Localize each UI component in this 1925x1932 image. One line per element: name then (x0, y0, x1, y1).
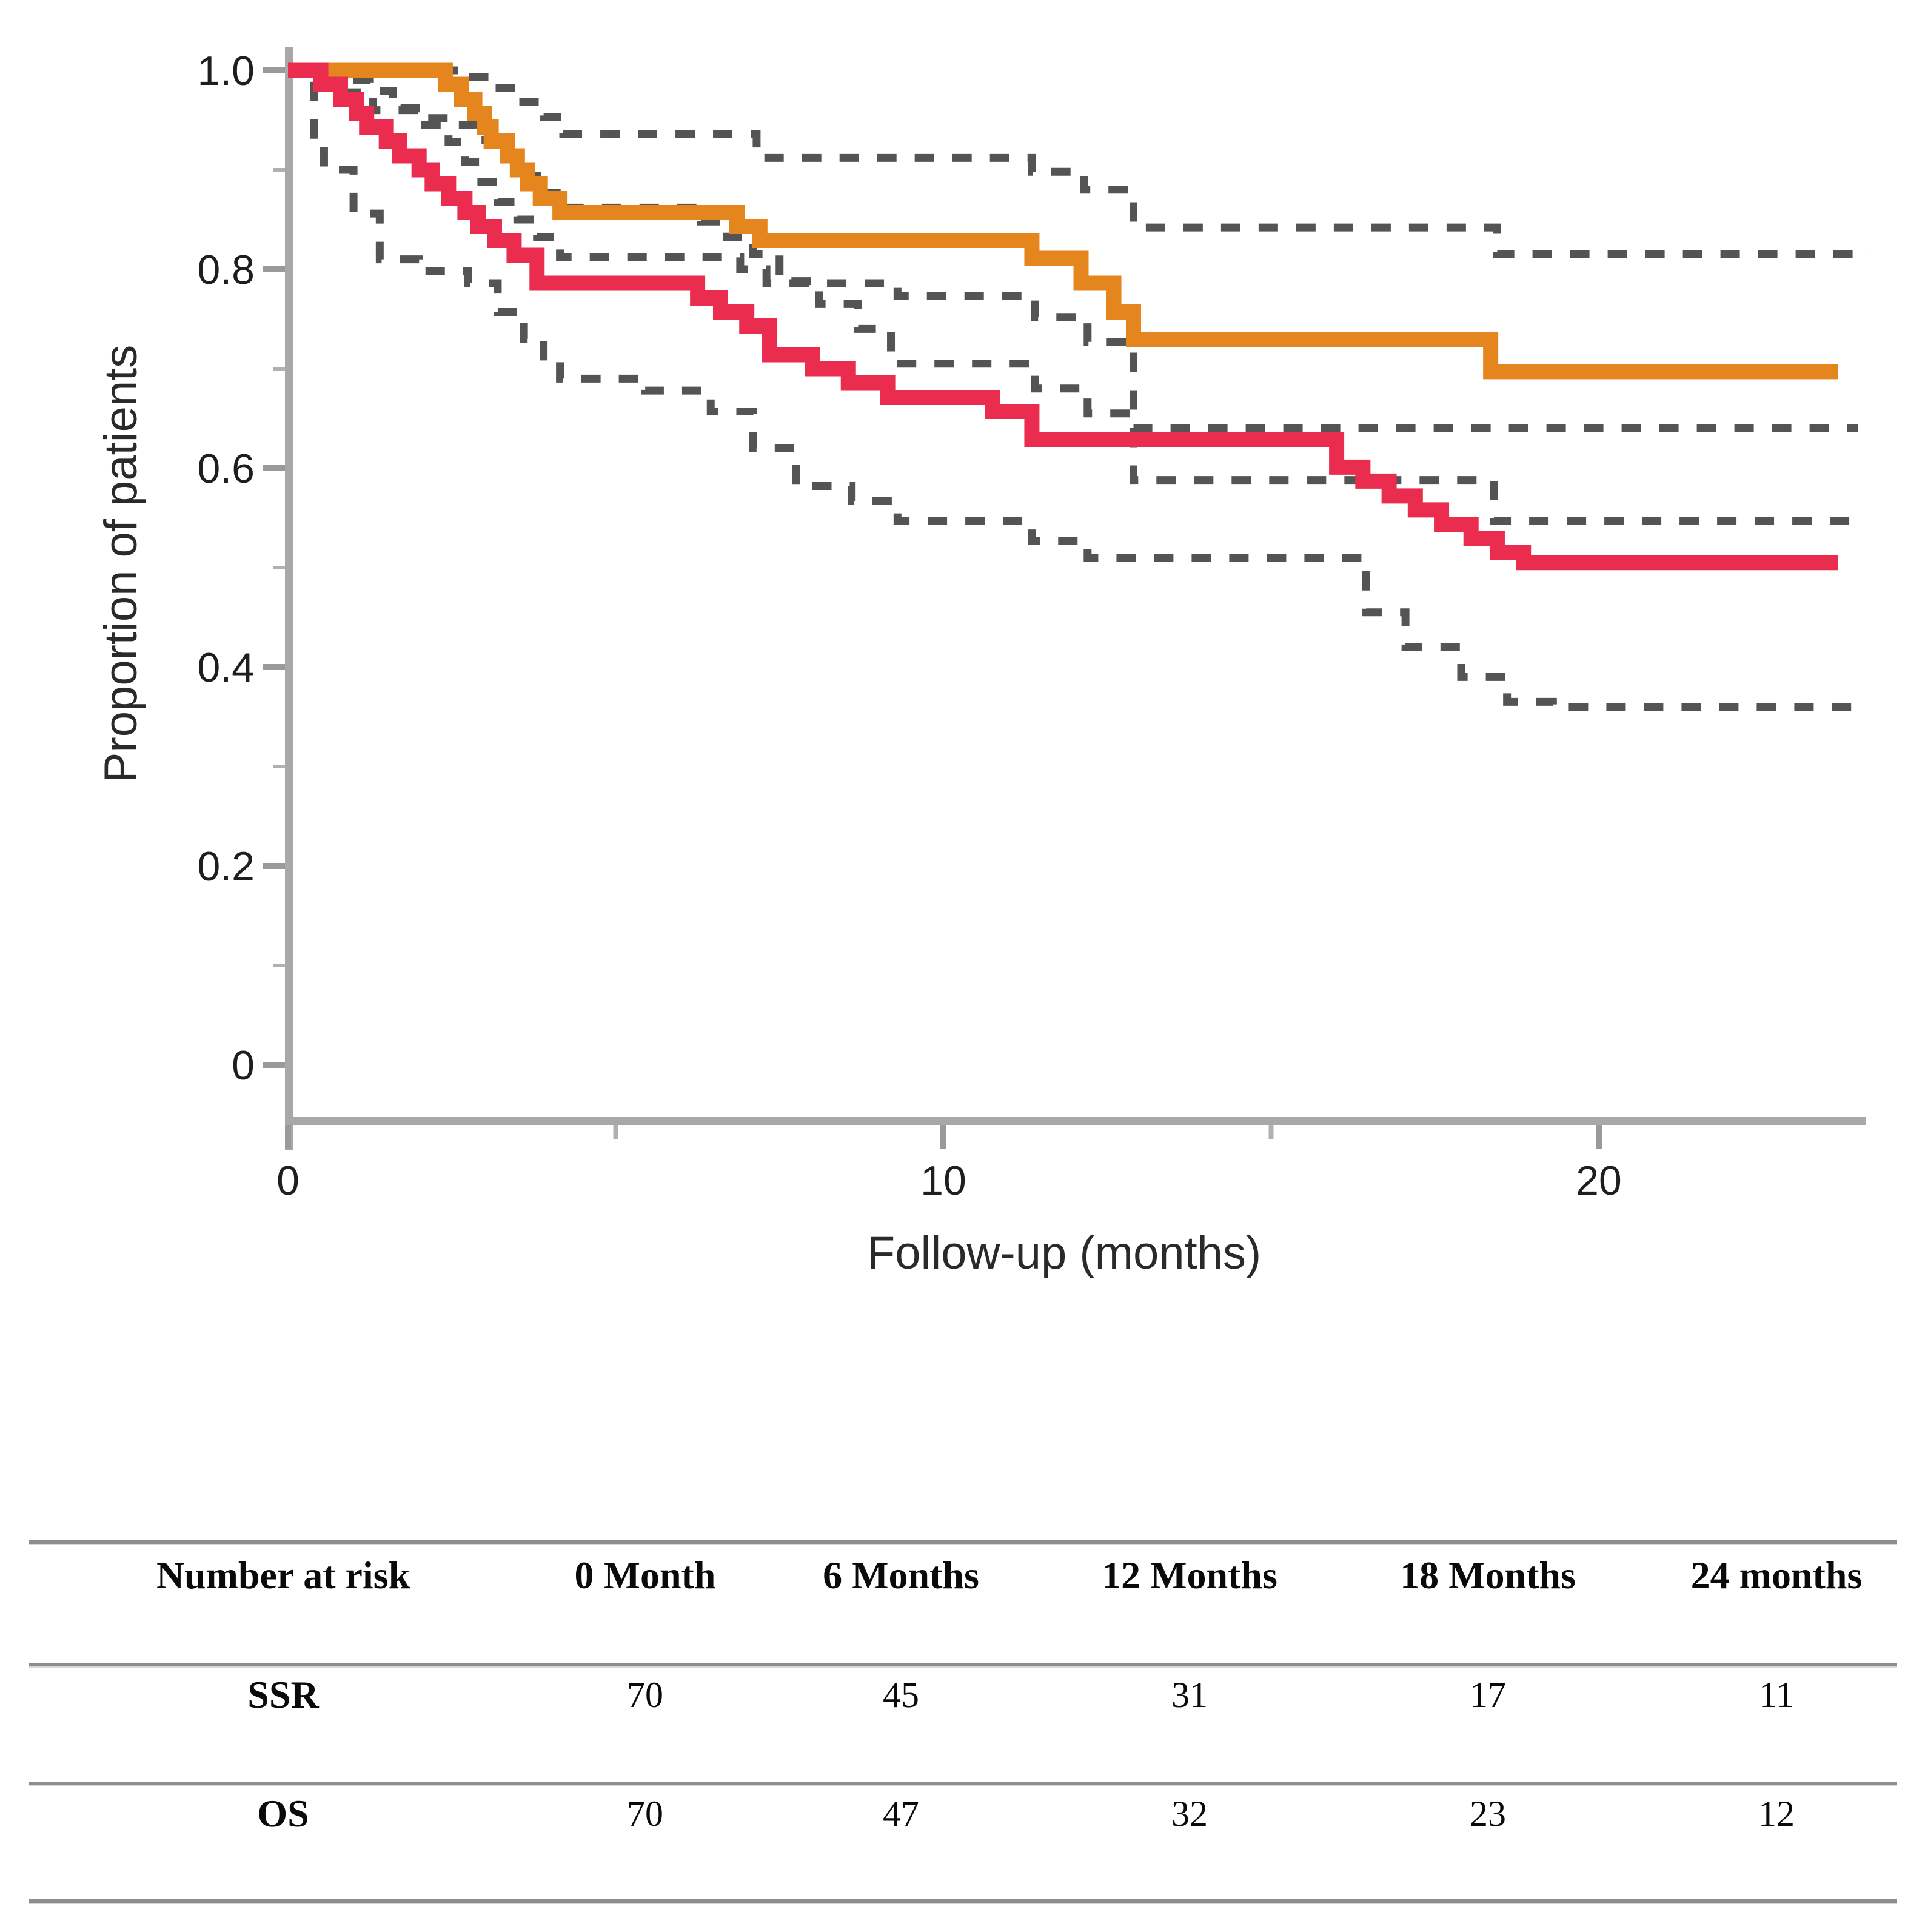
table-rule-after-ssr (29, 1782, 1897, 1786)
survival-curves (288, 62, 1871, 711)
x-tick-label: 20 (1576, 1158, 1622, 1204)
ssr-curve (288, 62, 1838, 571)
os-at-risk-6m: 47 (883, 1794, 919, 1834)
x-axis-title: Follow-up (months) (867, 1227, 1261, 1279)
ssr-lower-ci-line (288, 66, 1852, 711)
x-major-tick (940, 1125, 946, 1149)
header-24-months: 24 months (1690, 1554, 1863, 1597)
y-tick-label: 0.8 (197, 247, 255, 293)
os-at-risk-18m: 23 (1470, 1794, 1506, 1834)
y-tick-label: 0.6 (197, 446, 255, 492)
header-12-months: 12 Months (1102, 1554, 1277, 1597)
row-label-ssr: SSR (247, 1673, 319, 1716)
ssr-upper-ci-line (288, 66, 1858, 432)
header-number-at-risk: Number at risk (156, 1554, 410, 1597)
y-tick-label: 0 (232, 1042, 255, 1088)
y-major-tick (263, 266, 285, 272)
y-tick-label: 0.2 (197, 844, 255, 890)
axes (263, 47, 1866, 1150)
y-axis-title: Proportion of patients (95, 345, 147, 783)
x-major-tick (285, 1125, 291, 1149)
y-tick-label: 0.4 (197, 645, 255, 691)
ssr-at-risk-6m: 45 (883, 1675, 919, 1715)
y-minor-tick (273, 168, 285, 172)
y-minor-tick (273, 566, 285, 569)
y-tick-label: 1.0 (197, 48, 255, 94)
x-major-tick (1596, 1125, 1602, 1149)
km-chart: Proportion of patients Follow-up (months… (95, 47, 1871, 1279)
y-major-tick (263, 67, 285, 73)
y-minor-tick (273, 367, 285, 371)
table-row-os: OS 70 47 32 23 12 (0, 1783, 1925, 1844)
header-18-months: 18 Months (1400, 1554, 1576, 1597)
table-header-row: Number at risk 0 Month 6 Months 12 Month… (0, 1545, 1925, 1606)
ssr-at-risk-24m: 11 (1759, 1675, 1794, 1715)
y-major-tick (263, 863, 285, 869)
x-tick-label: 10 (920, 1158, 966, 1204)
table-row-ssr: SSR 70 45 31 17 11 (0, 1665, 1925, 1725)
x-minor-tick (613, 1125, 618, 1139)
os-at-risk-0m: 70 (627, 1794, 663, 1834)
os-at-risk-24m: 12 (1758, 1794, 1795, 1834)
header-0-month: 0 Month (574, 1554, 716, 1597)
axis-labels: Proportion of patients Follow-up (months… (95, 48, 1622, 1279)
ssr-at-risk-0m: 70 (627, 1675, 663, 1715)
os-upper-ci-line (288, 66, 1871, 258)
x-tick-label: 0 (276, 1158, 300, 1204)
os-curve (288, 62, 1838, 380)
y-minor-tick (273, 765, 285, 768)
header-6-months: 6 Months (823, 1554, 979, 1597)
y-axis-line (285, 47, 293, 1150)
x-minor-tick (1268, 1125, 1274, 1139)
os-at-risk-12m: 32 (1171, 1794, 1208, 1834)
table-rule-after-header (29, 1663, 1897, 1668)
table-rule-top (29, 1540, 1897, 1545)
y-major-tick (263, 664, 285, 670)
y-minor-tick (273, 964, 285, 967)
y-major-tick (263, 1062, 285, 1068)
row-label-os: OS (257, 1792, 309, 1835)
x-axis-line (285, 1117, 1866, 1125)
ssr-at-risk-18m: 17 (1470, 1675, 1506, 1715)
table-rule-bottom (29, 1899, 1897, 1904)
y-major-tick (263, 465, 285, 471)
ssr-at-risk-12m: 31 (1171, 1675, 1208, 1715)
